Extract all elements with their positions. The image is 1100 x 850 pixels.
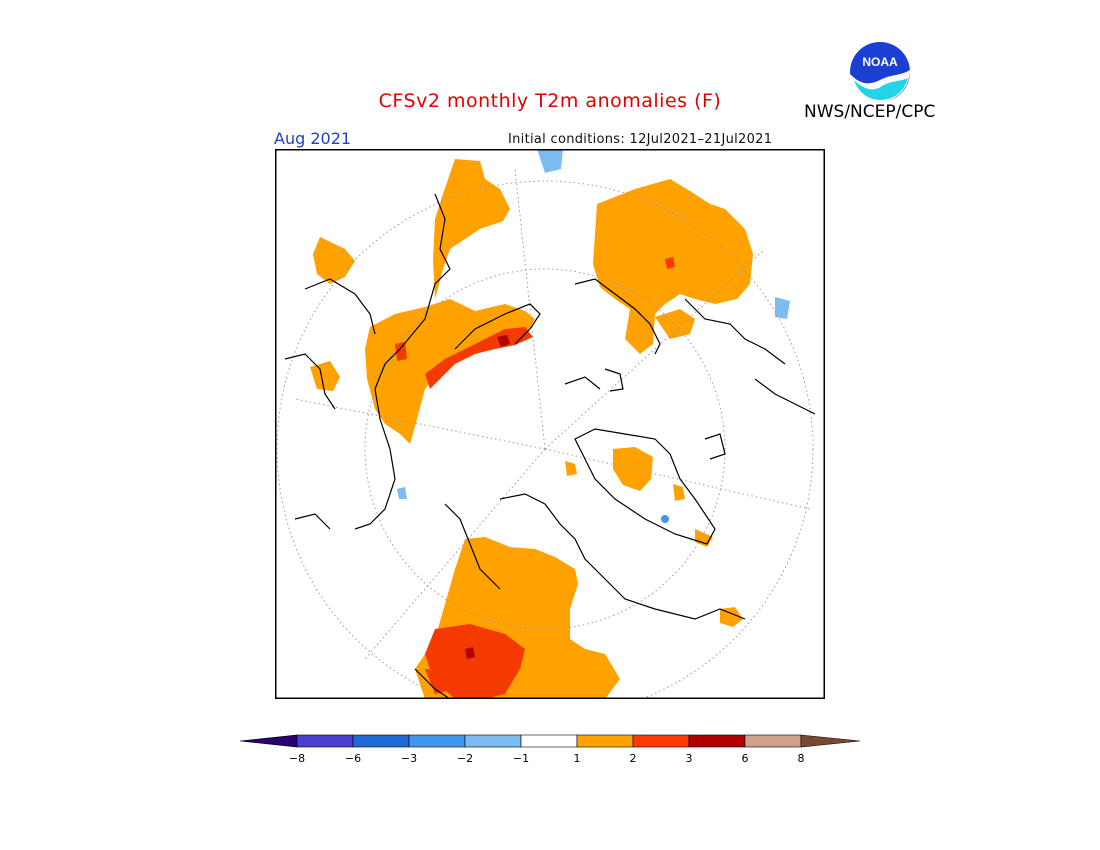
agency-label: NWS/NCEP/CPC [804, 102, 936, 122]
tick-label: 3 [686, 752, 693, 765]
swatch-minus8-minus6 [296, 734, 354, 748]
map-frame [275, 149, 825, 699]
swatch-minus6-minus3 [352, 734, 410, 748]
tick-label: −2 [457, 752, 473, 765]
logo-text: NOAA [862, 55, 898, 69]
anomaly-region-cool-pacific [537, 149, 563, 173]
swatch-plus6-plus8 [744, 734, 802, 748]
tick-label: −3 [401, 752, 417, 765]
tick-label: −6 [345, 752, 361, 765]
tick-label: 2 [630, 752, 637, 765]
tick-label: 6 [742, 752, 749, 765]
tick-label: 1 [574, 752, 581, 765]
anomaly-region-southwest-us [425, 669, 455, 694]
swatch-minus1-plus1 [520, 734, 578, 748]
colorbar: −8 −6 −3 −2 −1 1 2 3 6 8 [240, 734, 861, 765]
anomaly-region-western-us-darkred [465, 647, 475, 659]
tick-label: −1 [513, 752, 529, 765]
swatch-plus1-plus2 [576, 734, 634, 748]
anomaly-region-alaska-red [665, 257, 675, 269]
anomaly-region-south-asia [310, 361, 340, 391]
coastlines [284, 193, 816, 699]
swatch-above-plus8 [800, 734, 861, 748]
forecast-period: Aug 2021 [274, 129, 352, 148]
map-title: CFSv2 monthly T2m anomalies (F) [378, 90, 722, 112]
anomaly-region-cool-africa [397, 487, 407, 499]
anomaly-region-scandinavia [433, 159, 510, 299]
swatch-plus3-plus6 [688, 734, 746, 748]
anomaly-region-gulf-coast [575, 654, 603, 684]
swatch-minus2-minus1 [464, 734, 522, 748]
noaa-logo: NOAA [850, 42, 910, 102]
anomaly-layer [310, 149, 790, 699]
anomaly-region-greenland-east [673, 484, 685, 501]
polar-map [275, 149, 825, 699]
tick-label: −8 [289, 752, 305, 765]
initial-conditions: Initial conditions: 12Jul2021–21Jul2021 [508, 132, 773, 147]
graticule [276, 168, 814, 699]
anomaly-region-siberia-darkred [497, 335, 510, 347]
swatch-plus2-plus3 [632, 734, 690, 748]
anomaly-region-cool-atlantic [775, 297, 790, 319]
anomaly-region-yukon-patch [655, 309, 695, 339]
anomaly-region-iceland [565, 461, 577, 476]
anomaly-region-greenland-ne [695, 529, 713, 547]
swatch-below-minus8 [240, 734, 298, 748]
tick-label: 8 [798, 752, 805, 765]
anomaly-region-asia-red [395, 342, 407, 361]
colorbar-ticks: −8 −6 −3 −2 −1 1 2 3 6 8 [289, 752, 805, 765]
anomaly-region-cool-greenland [661, 515, 669, 523]
swatch-minus3-minus2 [408, 734, 466, 748]
colorbar-swatches [240, 734, 861, 748]
anomaly-region-central-asia [313, 237, 355, 284]
anomaly-region-greenland-south [720, 607, 743, 627]
